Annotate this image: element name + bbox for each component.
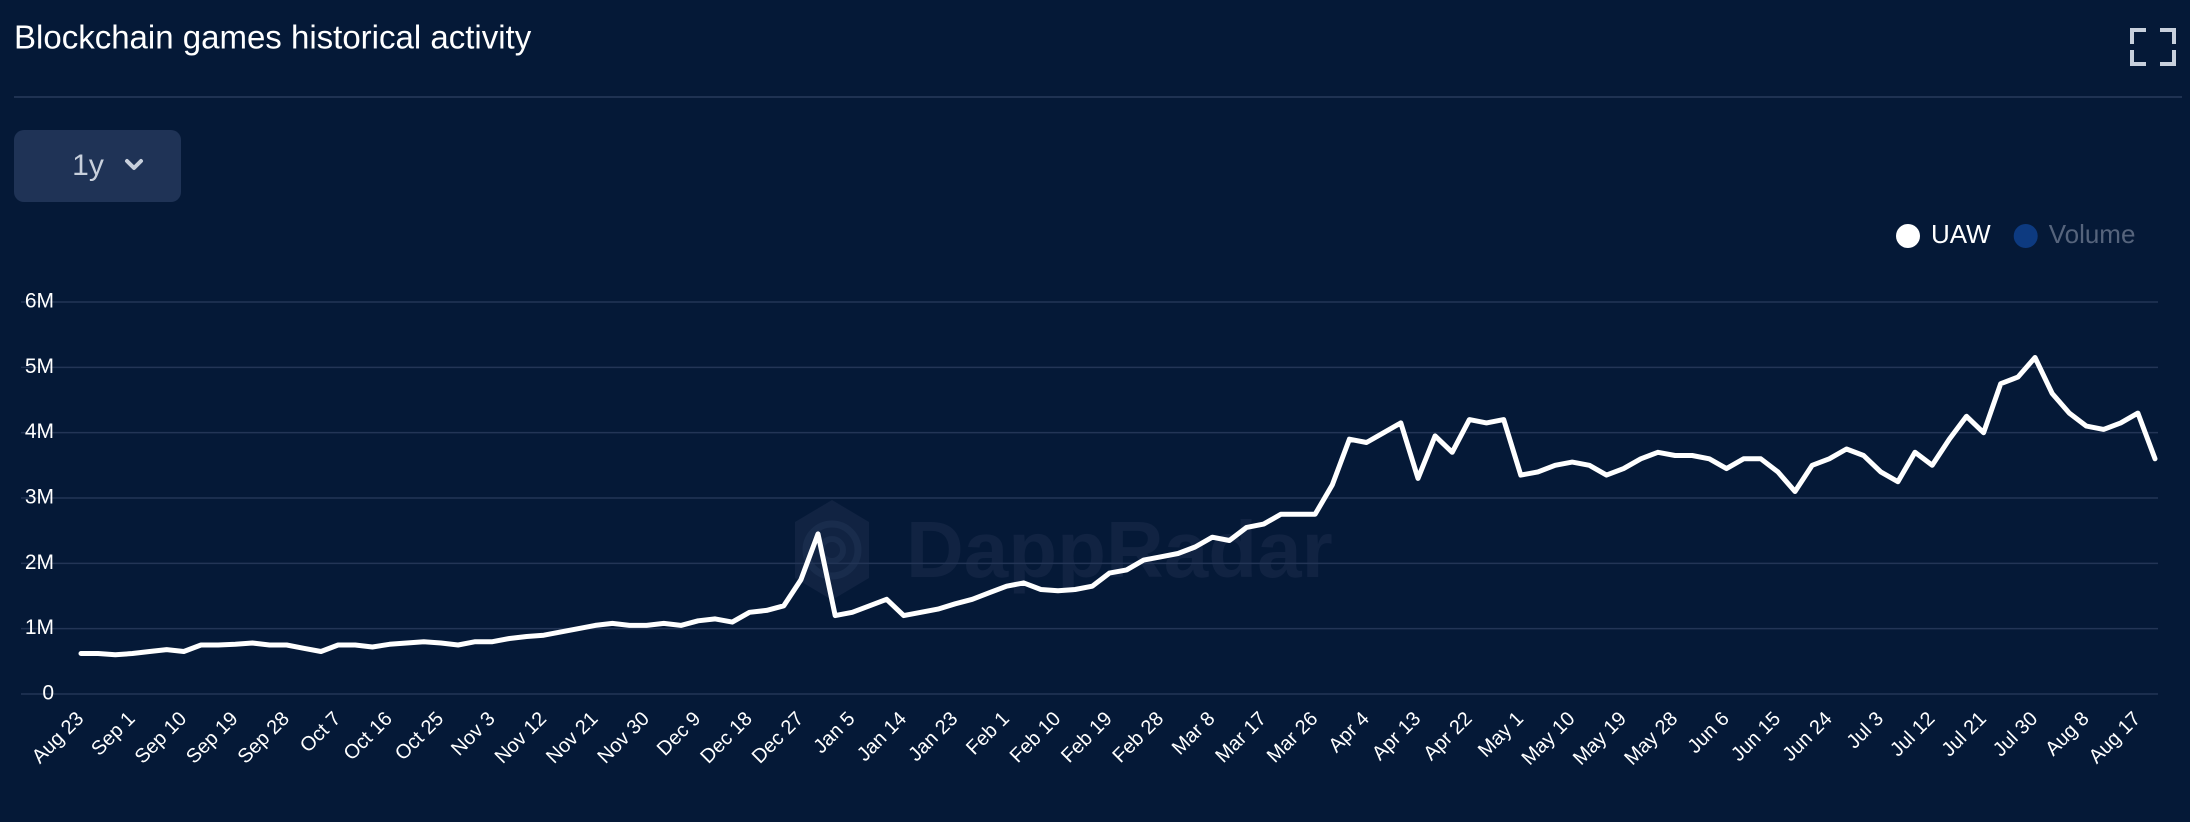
watermark-logo: [795, 500, 869, 600]
y-tick-label: 5M: [25, 355, 54, 378]
legend-label[interactable]: UAW: [1931, 219, 1991, 249]
y-tick-label: 4M: [25, 420, 54, 443]
grid: 0 1M 2M 3M 4M 5M 6M: [21, 290, 2158, 705]
expand-icon[interactable]: [2130, 28, 2176, 66]
legend-swatch[interactable]: [2013, 224, 2038, 248]
watermark-logo-ring: [802, 520, 862, 580]
series-line: [78, 355, 2158, 658]
chart-title: Blockchain games historical activity: [14, 19, 532, 56]
legend: UAW Volume: [1896, 219, 2135, 249]
plot: [78, 355, 2158, 658]
y-tick-label: 1M: [25, 616, 54, 639]
watermark-text: DappRadar: [906, 505, 1333, 594]
dropdown-label: 1y: [72, 149, 104, 182]
watermark: DappRadar: [795, 500, 1333, 600]
dropdown-chevron: [125, 159, 143, 170]
y-tick-label: 0: [42, 682, 54, 705]
expand-icon-path: [2130, 28, 2176, 66]
range-dropdown[interactable]: 1y: [14, 130, 181, 202]
legend-label[interactable]: Volume: [2049, 219, 2136, 249]
y-tick-label: 6M: [25, 290, 54, 313]
y-tick-label: 3M: [25, 486, 54, 509]
dropdown-box: [14, 130, 181, 202]
legend-swatch[interactable]: [1896, 224, 1920, 248]
y-tick-label: 2M: [25, 551, 54, 574]
